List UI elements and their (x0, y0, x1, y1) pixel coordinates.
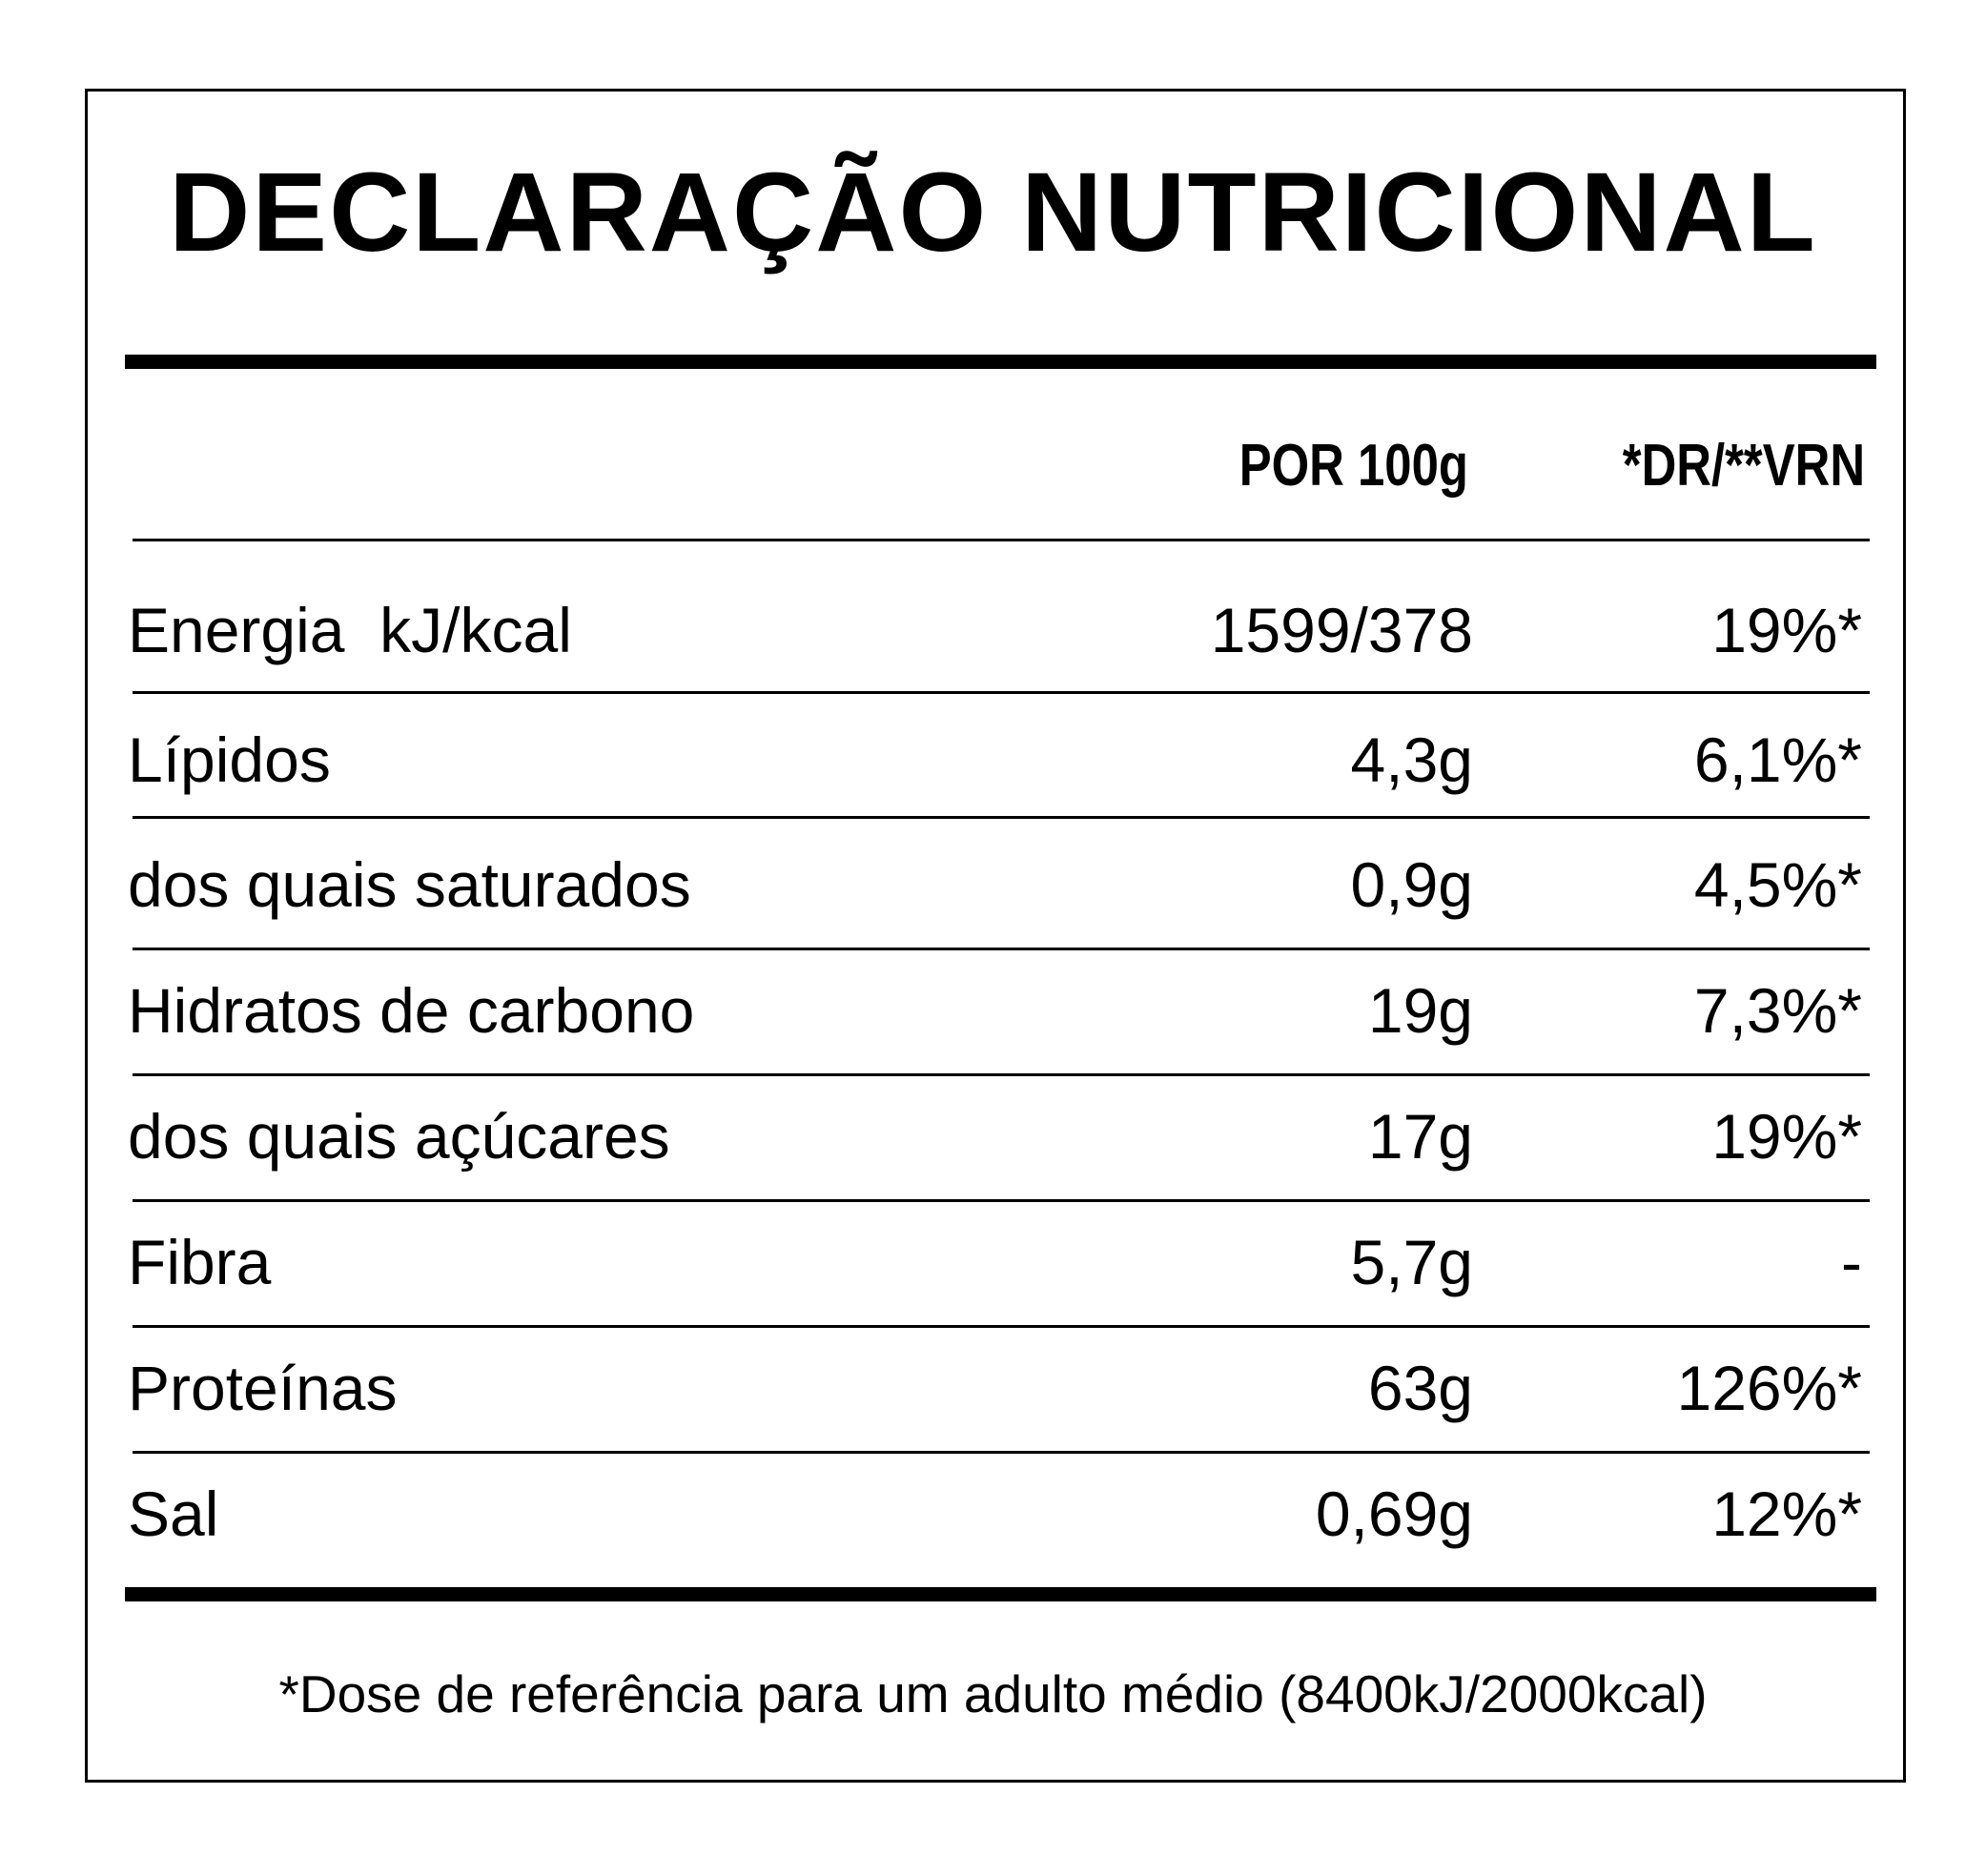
panel-title: DECLARAÇÃO NUTRICIONAL (169, 150, 1817, 275)
nutrient-dr: - (1841, 1227, 1862, 1297)
row-divider (133, 691, 1870, 694)
nutrient-value: 17g (1367, 1101, 1473, 1172)
nutrient-name: Proteínas (128, 1353, 398, 1423)
nutrient-value: 0,69g (1315, 1478, 1473, 1549)
nutrient-value: 0,9g (1350, 849, 1473, 920)
nutrient-name: Fibra (128, 1227, 272, 1297)
row-divider (133, 1199, 1870, 1202)
top-divider (125, 355, 1876, 369)
nutrient-name: dos quais saturados (128, 849, 691, 920)
footnote: *Dose de referência para um adulto médio… (278, 1664, 1708, 1723)
nutrient-dr: 4,5%* (1693, 849, 1862, 920)
row-divider (133, 948, 1870, 950)
nutrient-value: 5,7g (1350, 1227, 1473, 1297)
bottom-divider (125, 1587, 1876, 1601)
row-divider (133, 1073, 1870, 1076)
table-row: Fibra 5,7g - (0, 1229, 1986, 1295)
table-row: Sal 0,69g 12%* (0, 1480, 1986, 1547)
nutrient-name: dos quais açúcares (128, 1101, 670, 1172)
row-divider (133, 816, 1870, 819)
nutrient-value: 4,3g (1350, 724, 1473, 795)
nutrient-name: Lípidos (128, 724, 331, 795)
table-row: dos quais saturados 0,9g 4,5%* (0, 851, 1986, 918)
row-divider (133, 1451, 1870, 1454)
table-row: Energia kJ/kcal 1599/378 19%* (0, 597, 1986, 663)
nutrient-name: Hidratos de carbono (128, 975, 695, 1046)
header-per-100g: POR 100g (1239, 433, 1468, 499)
nutrient-name: Sal (128, 1478, 219, 1549)
nutrient-dr: 6,1%* (1693, 724, 1862, 795)
nutrient-value: 1599/378 (1210, 595, 1473, 665)
nutrient-dr: 12%* (1711, 1478, 1862, 1549)
nutrient-name: Energia kJ/kcal (128, 595, 572, 665)
row-divider (133, 1325, 1870, 1328)
nutrient-value: 19g (1367, 975, 1473, 1046)
table-row: dos quais açúcares 17g 19%* (0, 1103, 1986, 1170)
table-row: Hidratos de carbono 19g 7,3%* (0, 977, 1986, 1044)
nutrient-value: 63g (1367, 1353, 1473, 1423)
nutrient-dr: 19%* (1711, 1101, 1862, 1172)
nutrient-dr: 126%* (1676, 1353, 1863, 1423)
header-divider (133, 539, 1870, 541)
table-row: Proteínas 63g 126%* (0, 1355, 1986, 1421)
nutrition-panel (85, 89, 1906, 1783)
nutrient-dr: 19%* (1711, 595, 1862, 665)
table-row: Lípidos 4,3g 6,1%* (0, 726, 1986, 793)
nutrient-dr: 7,3%* (1693, 975, 1862, 1046)
header-dr-vrn: *DR/**VRN (1622, 433, 1865, 499)
